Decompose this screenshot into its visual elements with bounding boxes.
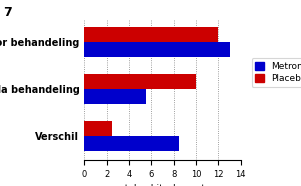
Text: 7: 7 bbox=[3, 6, 12, 19]
Legend: Metronidazol, Placebo: Metronidazol, Placebo bbox=[252, 58, 301, 87]
Bar bbox=[84, 89, 146, 104]
Bar bbox=[84, 42, 230, 57]
Bar bbox=[84, 136, 179, 151]
Bar bbox=[84, 74, 196, 89]
X-axis label: aantal gebitselementen: aantal gebitselementen bbox=[108, 184, 217, 186]
Bar bbox=[84, 121, 112, 136]
Bar bbox=[84, 27, 219, 42]
